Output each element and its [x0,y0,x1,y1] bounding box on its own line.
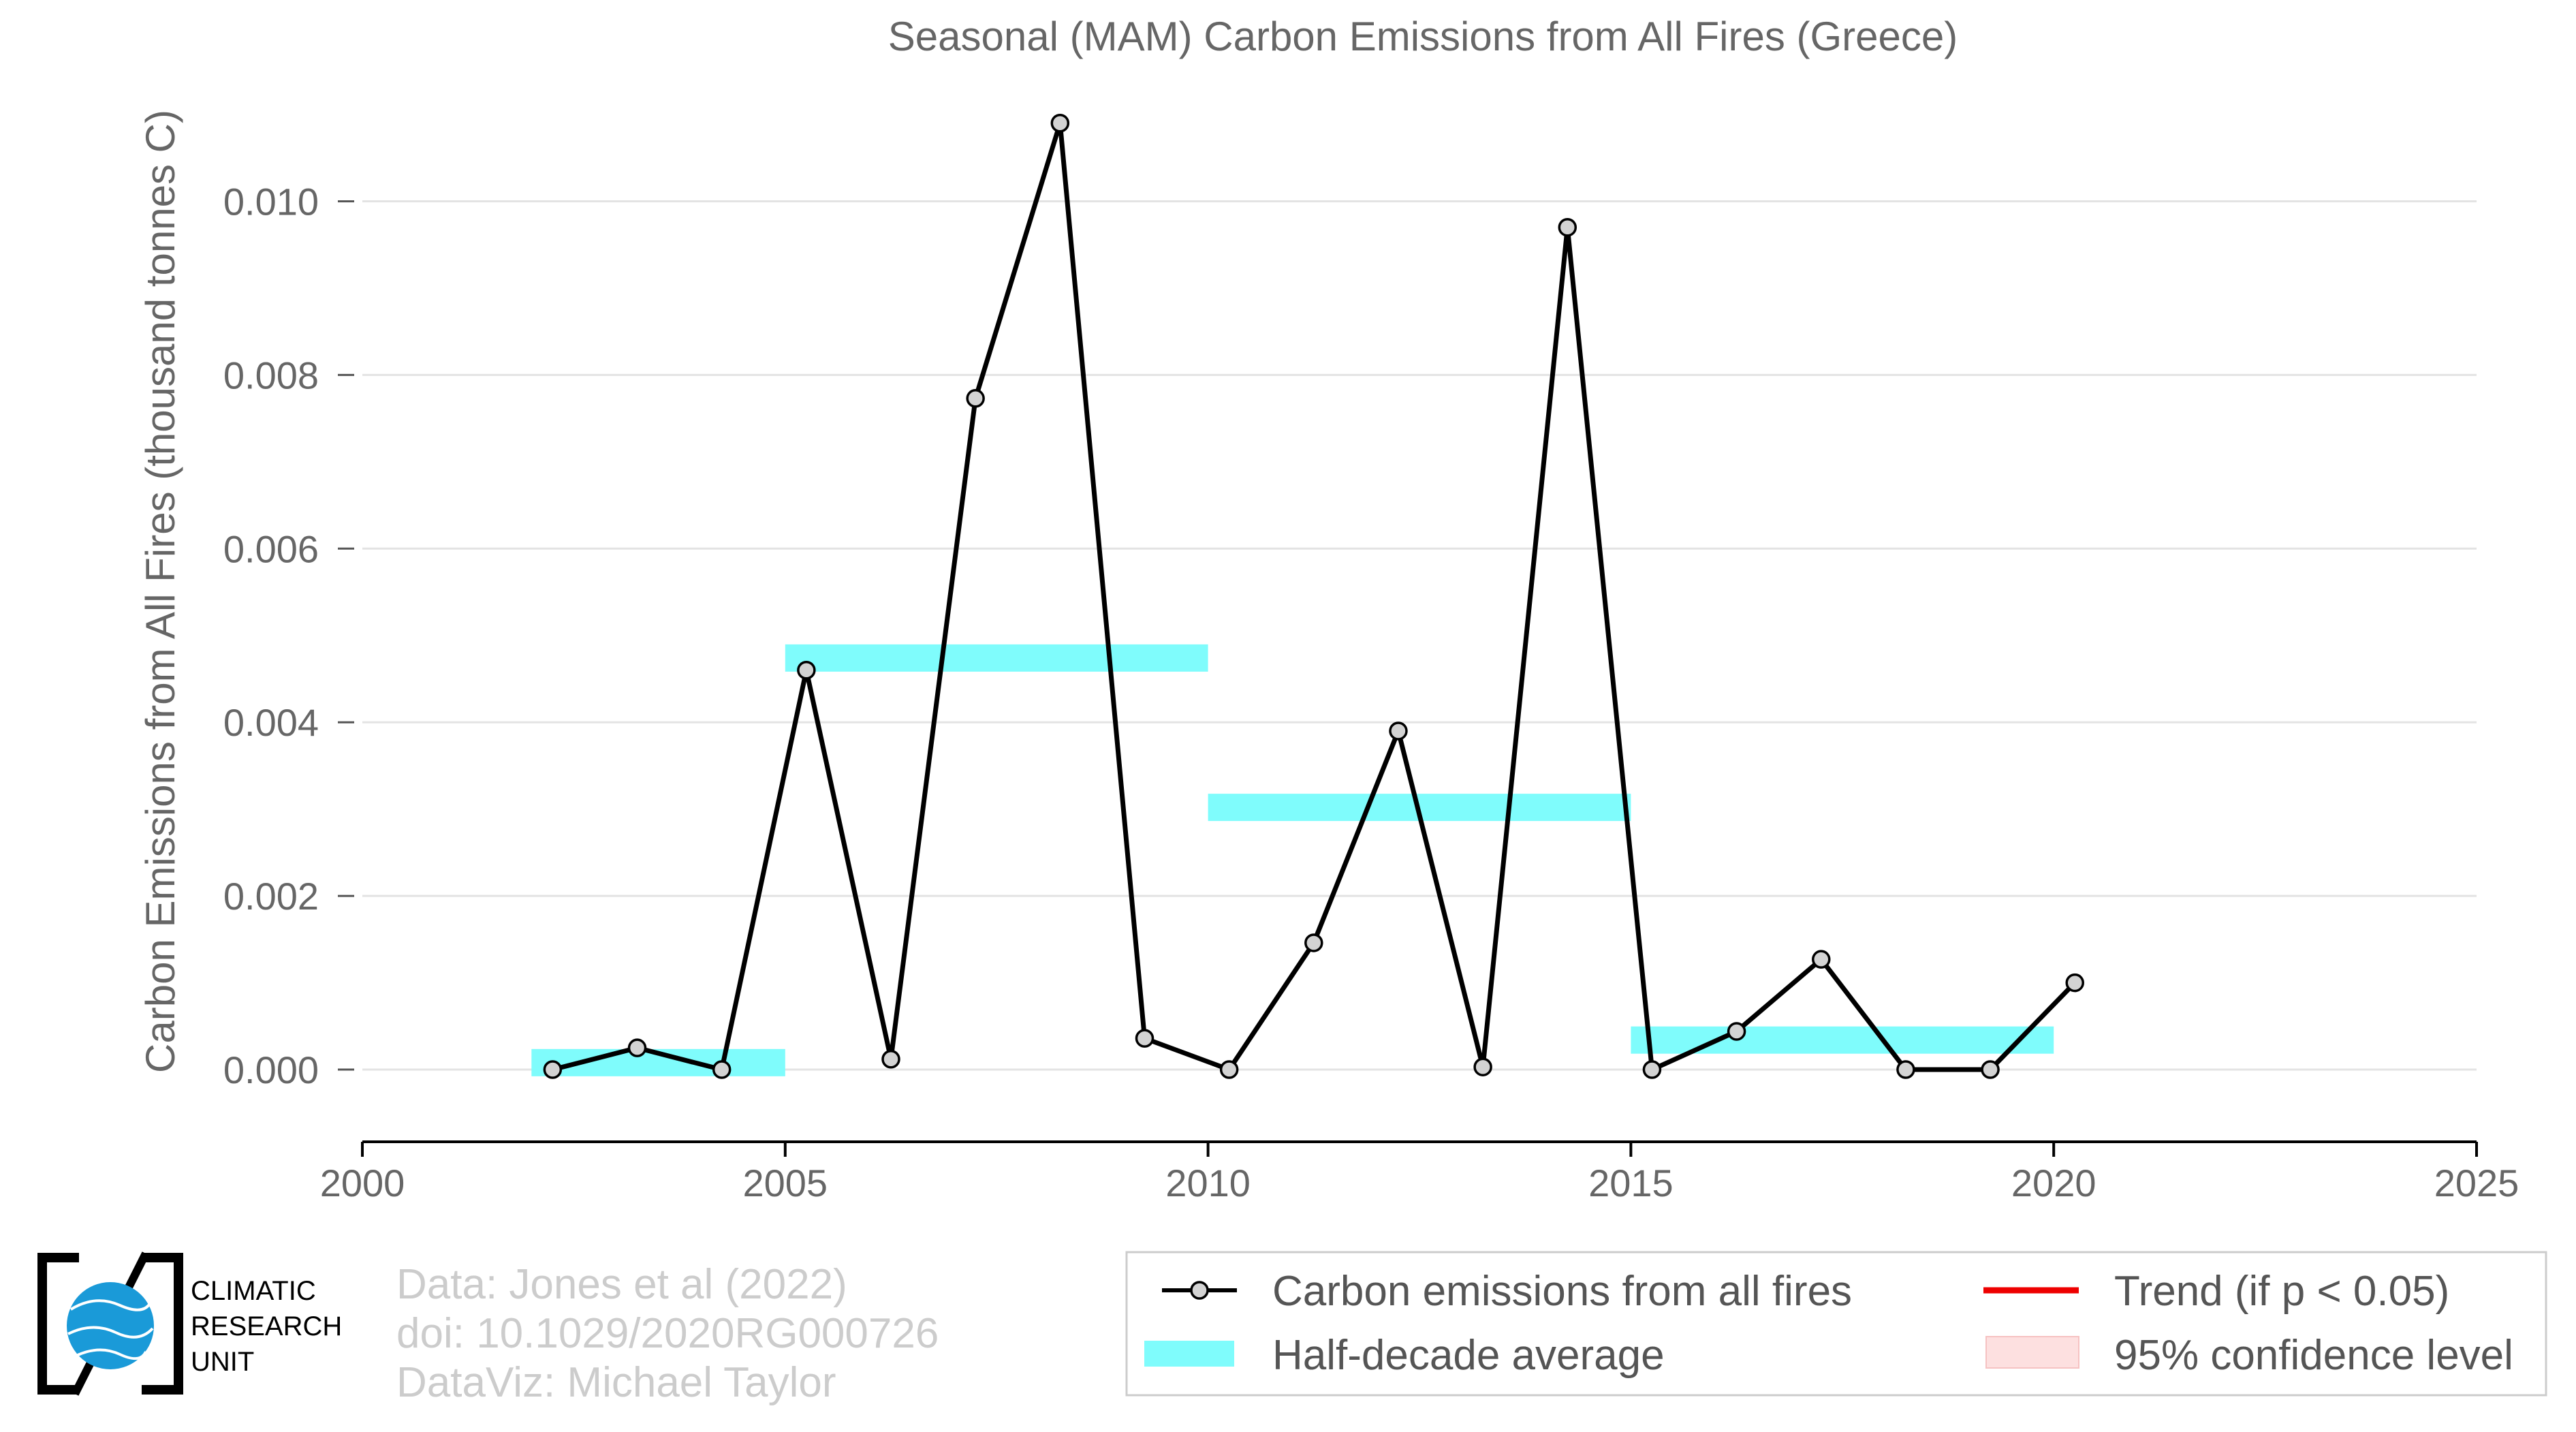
legend-label-emissions: Carbon emissions from all fires [1272,1268,1852,1315]
series-line [552,121,2077,1072]
data-point [1389,721,1408,741]
y-tick-label: 0.002 [223,875,319,918]
legend: Carbon emissions from all fires Half-dec… [1125,1251,2547,1397]
data-point [1896,1060,1915,1079]
legend-avg-swatch [1144,1341,1234,1367]
data-point [1135,1029,1155,1048]
data-point [881,1049,900,1069]
x-axis: 2000 2005 2010 2015 2020 2025 [320,1140,2519,1204]
data-point [543,1060,563,1079]
globe-icon [67,1282,154,1369]
legend-marker-swatch [1190,1281,1209,1300]
emissions-series [543,113,2084,1079]
legend-ci-swatch [1985,1336,2079,1369]
gridlines [362,200,2477,1071]
data-point [1558,217,1577,237]
data-point [627,1038,647,1057]
y-axis-title: Carbon Emissions from All Fires (thousan… [138,110,183,1073]
logo-bracket-left-icon [37,1253,79,1395]
credit-data-source: Data: Jones et al (2022) [396,1261,847,1308]
y-tick-label: 0.008 [223,354,319,396]
legend-label-ci: 95% confidence level [2114,1332,2513,1379]
data-point [1981,1060,2000,1079]
x-tick-label: 2005 [743,1162,828,1204]
y-tick-label: 0.004 [223,701,319,744]
data-point [1642,1060,1662,1079]
y-axis-ticks: 0.000 0.002 0.004 0.006 0.008 0.010 [223,180,354,1091]
legend-label-half-decade: Half-decade average [1272,1332,1665,1379]
data-point [1304,933,1323,952]
x-tick-label: 2010 [1165,1162,1251,1204]
data-point [1473,1057,1492,1076]
x-tick-label: 2020 [2011,1162,2096,1204]
globe-wave-icon [69,1299,153,1311]
x-tick-label: 2025 [2434,1162,2519,1204]
data-point [1050,113,1070,133]
cru-logo: CLIMATIC RESEARCH UNIT [37,1251,342,1396]
data-point [2065,973,2084,993]
logo-text-line3: UNIT [191,1347,254,1377]
credit-doi: doi: 10.1029/2020RG000726 [396,1310,939,1357]
y-tick-label: 0.006 [223,527,319,570]
logo-text-line2: RESEARCH [191,1311,342,1341]
data-point [712,1060,732,1079]
y-tick-label: 0.000 [223,1048,319,1091]
data-point [1727,1022,1746,1041]
x-tick-label: 2015 [1588,1162,1674,1204]
logo-bracket-right-icon [142,1253,183,1395]
half-decade-average-bars [531,644,2054,1076]
globe-wave-icon [67,1326,154,1339]
half-decade-average-bar [785,644,1208,672]
x-tick-label: 2000 [320,1162,405,1204]
globe-wave-icon [76,1348,147,1360]
chart-title: Seasonal (MAM) Carbon Emissions from All… [888,14,1958,59]
data-point [966,389,985,408]
data-point [1812,950,1831,969]
data-point [1219,1060,1239,1079]
data-point [797,660,816,680]
legend-label-trend: Trend (if p < 0.05) [2114,1268,2449,1315]
logo-text-line1: CLIMATIC [191,1276,316,1306]
y-tick-label: 0.010 [223,180,319,223]
credit-dataviz: DataViz: Michael Taylor [396,1359,836,1406]
legend-box [1125,1251,2547,1397]
